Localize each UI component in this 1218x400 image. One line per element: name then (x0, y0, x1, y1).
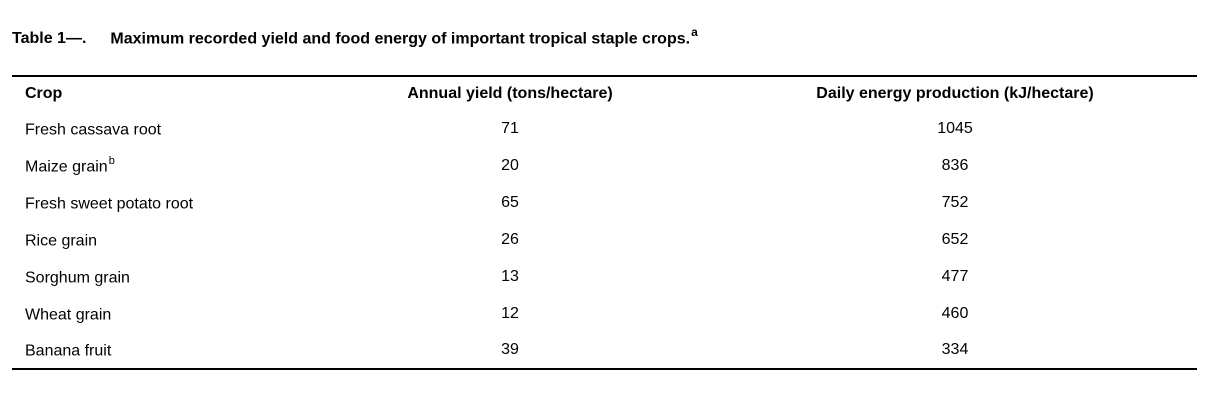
crop-name: Fresh sweet potato root (25, 194, 194, 212)
energy-value: 652 (941, 230, 969, 248)
crop-name: Banana fruit (25, 342, 112, 360)
crop-name-cell: Banana fruit (12, 332, 307, 369)
yield-value: 39 (501, 341, 519, 359)
yield-value: 26 (501, 230, 519, 248)
energy-value: 334 (941, 341, 969, 359)
crop-name-cell: Sorghum grain (12, 258, 307, 295)
energy-value: 477 (941, 267, 969, 285)
crop-name-cell: Fresh cassava root (12, 110, 307, 147)
crop-name-cell: Fresh sweet potato root (12, 184, 307, 221)
crop-name: Rice grain (25, 231, 98, 249)
column-header-crop: Crop (25, 84, 63, 102)
column-header-annual-yield: Annual yield (tons/hectare) (407, 84, 613, 102)
energy-value: 460 (941, 304, 969, 322)
energy-value: 836 (941, 156, 969, 174)
table-header-row: Crop Annual yield (tons/hectare) Daily e… (12, 76, 1197, 110)
energy-value: 1045 (937, 119, 973, 137)
crop-name-cell: Maize grainb (12, 147, 307, 184)
table-row: Fresh cassava root 71 1045 (12, 110, 1197, 147)
footnote-marker: b (108, 154, 115, 167)
yield-value: 13 (501, 267, 519, 285)
energy-value: 752 (941, 193, 969, 211)
crop-name: Sorghum grain (25, 268, 130, 286)
crops-table: Crop Annual yield (tons/hectare) Daily e… (12, 75, 1197, 371)
yield-value: 65 (501, 193, 519, 211)
table-title-label: Table 1—. (12, 30, 87, 48)
table-row: Rice grain 26 652 (12, 221, 1197, 258)
table-row: Banana fruit 39 334 (12, 332, 1197, 369)
table-row: Maize grainb 20 836 (12, 147, 1197, 184)
yield-value: 71 (501, 119, 519, 137)
table-row: Sorghum grain 13 477 (12, 258, 1197, 295)
yield-value: 20 (501, 156, 519, 174)
table-row: Fresh sweet potato root 65 752 (12, 184, 1197, 221)
table-title-caption: Maximum recorded yield and food energy o… (110, 30, 691, 48)
table-row: Wheat grain 12 460 (12, 295, 1197, 332)
column-header-daily-energy: Daily energy production (kJ/hectare) (816, 84, 1094, 102)
crop-name: Fresh cassava root (25, 120, 162, 138)
table-title: Table 1—. Maximum recorded yield and food… (12, 24, 1218, 48)
title-footnote-marker: a (691, 25, 698, 39)
crop-name-cell: Wheat grain (12, 295, 307, 332)
crop-name-cell: Rice grain (12, 221, 307, 258)
crop-name: Wheat grain (25, 305, 112, 323)
crop-name: Maize grain (25, 157, 108, 175)
yield-value: 12 (501, 304, 519, 322)
